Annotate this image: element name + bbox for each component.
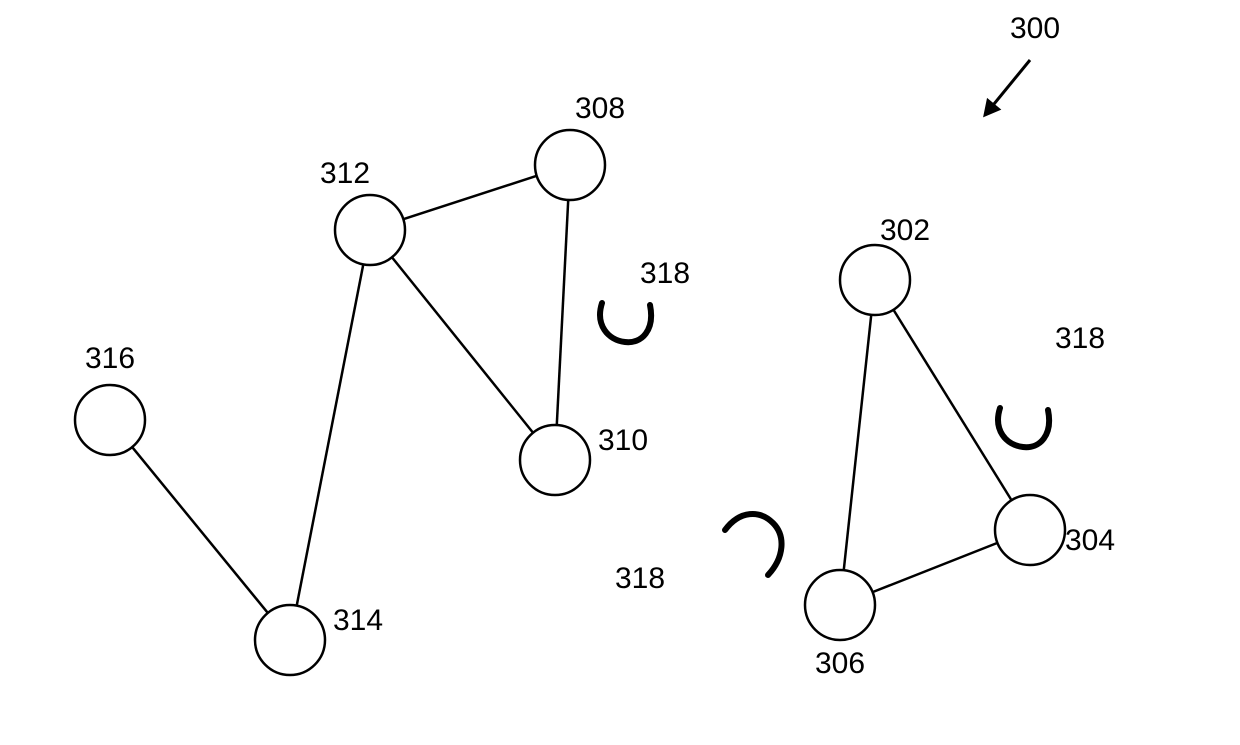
node-label-316: 316 <box>85 342 135 375</box>
node-306 <box>805 570 875 640</box>
edge-n316-n314 <box>132 447 268 613</box>
node-312 <box>335 195 405 265</box>
figure-ref-label: 300 <box>1010 12 1060 45</box>
edge-n308-n310 <box>557 200 568 425</box>
node-label-306: 306 <box>815 647 865 680</box>
node-314 <box>255 605 325 675</box>
edge-n308-n312 <box>403 176 536 219</box>
callout-label-2: 318 <box>615 562 665 595</box>
edge-n302-n304 <box>893 310 1011 501</box>
node-label-302: 302 <box>880 214 930 247</box>
node-label-310: 310 <box>598 424 648 457</box>
callout-curve-0 <box>600 303 651 342</box>
callout-label-1: 318 <box>1055 322 1105 355</box>
edge-n312-n310 <box>392 257 533 432</box>
node-304 <box>995 495 1065 565</box>
edge-n302-n306 <box>844 315 872 570</box>
node-label-304: 304 <box>1065 524 1115 557</box>
node-310 <box>520 425 590 495</box>
node-316 <box>75 385 145 455</box>
nodes-layer <box>75 130 1065 675</box>
node-label-308: 308 <box>575 92 625 125</box>
node-label-314: 314 <box>333 604 383 637</box>
callout-curve-2 <box>725 514 782 575</box>
edge-n304-n306 <box>873 543 998 592</box>
figure-arrow-layer: 300 <box>984 12 1060 117</box>
callout-label-0: 318 <box>640 257 690 290</box>
node-label-312: 312 <box>320 157 370 190</box>
callout-curve-1 <box>998 408 1049 447</box>
node-302 <box>840 245 910 315</box>
node-308 <box>535 130 605 200</box>
network-diagram: 318 318 318 302 304 306 308 310 312 314 316 300 <box>0 0 1240 745</box>
edge-n312-n314 <box>297 264 364 605</box>
